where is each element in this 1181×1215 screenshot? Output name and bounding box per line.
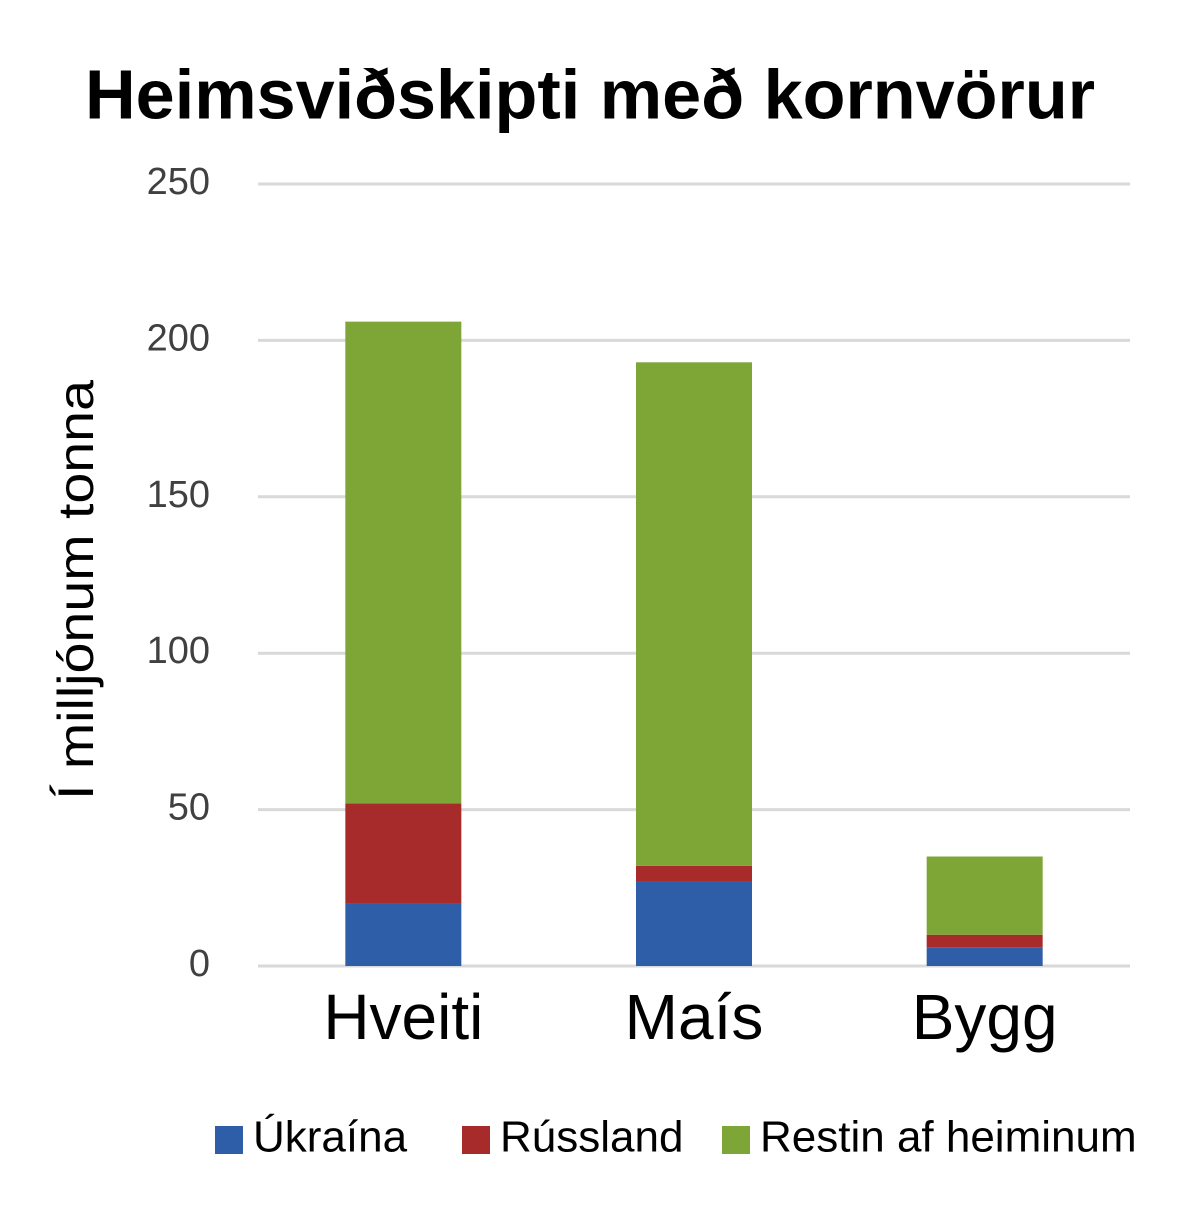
legend-label: Rússland bbox=[500, 1113, 683, 1162]
bar-segment bbox=[926, 947, 1043, 966]
bar-segment bbox=[926, 934, 1043, 948]
x-tick-label: Hveiti bbox=[323, 981, 483, 1053]
bar-segment bbox=[636, 362, 752, 866]
legend-swatch bbox=[462, 1126, 490, 1154]
y-tick-label: 50 bbox=[168, 787, 210, 829]
y-tick-label: 200 bbox=[147, 317, 210, 359]
legend-swatch bbox=[215, 1126, 243, 1154]
legend-swatch bbox=[722, 1126, 750, 1154]
x-tick-label: Bygg bbox=[912, 981, 1058, 1053]
x-tick-label: Maís bbox=[625, 981, 764, 1053]
bar-segment bbox=[345, 903, 462, 966]
legend-label: Restin af heiminum bbox=[760, 1113, 1137, 1162]
y-tick-label: 0 bbox=[189, 943, 210, 985]
y-tick-label: 100 bbox=[147, 630, 210, 672]
chart-title: Heimsviðskipti með kornvörur bbox=[85, 55, 1095, 133]
bar-segment bbox=[926, 856, 1043, 935]
bar-segment bbox=[636, 881, 752, 966]
bar-segment bbox=[345, 321, 462, 804]
y-tick-label: 250 bbox=[147, 161, 210, 203]
y-axis-label: Í milljónum tonna bbox=[48, 380, 104, 800]
legend-label: Úkraína bbox=[253, 1113, 408, 1162]
bar-segment bbox=[636, 865, 752, 882]
bar-segment bbox=[345, 803, 462, 904]
y-tick-label: 150 bbox=[147, 474, 210, 516]
